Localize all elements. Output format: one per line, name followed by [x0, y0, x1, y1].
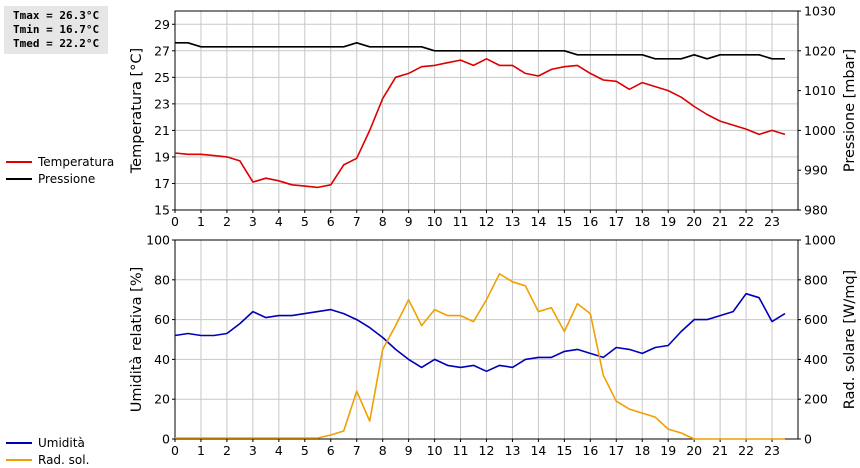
x-tick-label: 21: [712, 214, 728, 229]
x-tick-label: 6: [327, 214, 335, 229]
legend-label-temperatura: Temperatura: [38, 154, 115, 169]
x-tick-label: 4: [275, 214, 283, 229]
y-right-tick-label: 200: [804, 392, 828, 407]
x-tick-label: 16: [582, 443, 598, 458]
legend-item-pressione: Pressione: [6, 170, 114, 187]
x-tick-label: 9: [405, 443, 413, 458]
x-tick-label: 5: [301, 443, 309, 458]
y-right-tick-label: 0: [804, 432, 812, 447]
x-tick-label: 19: [660, 214, 676, 229]
legend-item-temperatura: Temperatura: [6, 153, 114, 170]
y-right-tick-label: 1030: [804, 4, 836, 19]
x-tick-label: 13: [505, 443, 521, 458]
y-right-tick-label: 990: [804, 163, 828, 178]
x-tick-label: 8: [379, 214, 387, 229]
x-tick-label: 0: [171, 214, 179, 229]
x-tick-label: 0: [171, 443, 179, 458]
y-left-tick-label: 25: [154, 70, 170, 85]
x-tick-label: 3: [249, 443, 257, 458]
x-tick-label: 22: [738, 214, 754, 229]
x-tick-label: 7: [353, 443, 361, 458]
y-left-tick-label: 17: [154, 176, 170, 191]
y-right-tick-label: 800: [804, 272, 828, 287]
x-tick-label: 15: [556, 443, 572, 458]
legend-swatch-pressione: [6, 177, 32, 180]
x-tick-label: 12: [479, 214, 495, 229]
series-line-rad-sol: [175, 272, 785, 440]
legend-swatch-umidita: [6, 441, 32, 444]
x-tick-label: 19: [660, 443, 676, 458]
x-tick-label: 11: [453, 443, 469, 458]
y-right-tick-label: 600: [804, 312, 828, 327]
y-left-tick-label: 19: [154, 149, 170, 164]
x-tick-label: 23: [764, 214, 780, 229]
x-tick-label: 12: [479, 443, 495, 458]
y-right-tick-label: 980: [804, 203, 828, 218]
x-tick-label: 9: [405, 214, 413, 229]
x-tick-label: 22: [738, 443, 754, 458]
y-left-tick-label: 29: [154, 17, 170, 32]
y-left-tick-label: 60: [154, 312, 170, 327]
y-left-tick-label: 21: [154, 123, 170, 138]
x-tick-label: 2: [223, 443, 231, 458]
x-tick-label: 18: [634, 214, 650, 229]
y-right-tick-label: 1000: [804, 233, 836, 248]
y-left-tick-label: 100: [146, 233, 170, 248]
x-tick-label: 1: [197, 443, 205, 458]
y-right-tick-label: 1020: [804, 43, 836, 58]
x-tick-label: 10: [427, 214, 443, 229]
legend-label-umidita: Umidità: [38, 435, 85, 450]
y-left-tick-label: 23: [154, 96, 170, 111]
legend-item-umidita: Umidità: [6, 434, 89, 451]
legend-swatch-temperatura: [6, 160, 32, 163]
y-left-tick-label: 15: [154, 203, 170, 218]
y-left-tick-label: 0: [162, 432, 170, 447]
x-tick-label: 17: [608, 443, 624, 458]
tmax-text: Tmax = 26.3°C: [13, 9, 100, 22]
y-right-tick-label: 400: [804, 352, 828, 367]
y-right-axis-title: Pressione [mbar]: [842, 49, 858, 172]
y-left-tick-label: 40: [154, 352, 170, 367]
series-line-umidit: [174, 292, 786, 373]
y-left-tick-label: 27: [154, 43, 170, 58]
x-tick-label: 21: [712, 443, 728, 458]
y-right-tick-label: 1000: [804, 123, 836, 138]
x-tick-label: 23: [764, 443, 780, 458]
x-tick-label: 20: [686, 443, 702, 458]
x-tick-label: 3: [249, 214, 257, 229]
x-tick-label: 13: [505, 214, 521, 229]
chart-top: 0 1 2 3 4 5 6 7 8 9 10 11 12 13 14 15 16 17 18 19 20 21 22 2315…: [129, 4, 858, 230]
y-right-axis-title: Rad. solare [W/mq]: [842, 270, 858, 409]
x-tick-label: 10: [427, 443, 443, 458]
x-tick-label: 7: [353, 214, 361, 229]
x-tick-label: 1: [197, 214, 205, 229]
y-right-tick-label: 1010: [804, 83, 836, 98]
x-tick-label: 14: [530, 443, 546, 458]
x-tick-label: 15: [556, 214, 572, 229]
x-tick-label: 18: [634, 443, 650, 458]
x-tick-label: 5: [301, 214, 309, 229]
x-tick-label: 14: [530, 214, 546, 229]
tmin-text: Tmin = 16.7°C: [13, 23, 100, 36]
legend-label-pressione: Pressione: [38, 171, 96, 186]
series-line-pressione: [175, 41, 785, 60]
tmed-text: Tmed = 22.2°C: [13, 37, 100, 50]
legend-top: Temperatura Pressione: [6, 153, 114, 187]
y-left-tick-label: 80: [154, 272, 170, 287]
y-left-axis-title: Temperatura [°C]: [129, 48, 145, 174]
x-tick-label: 16: [582, 214, 598, 229]
x-tick-label: 11: [453, 214, 469, 229]
y-left-axis-title: Umidità relativa [%]: [129, 267, 145, 413]
x-tick-label: 6: [327, 443, 335, 458]
series-line-temperatura: [174, 57, 786, 189]
x-tick-label: 20: [686, 214, 702, 229]
y-left-tick-label: 20: [154, 392, 170, 407]
x-tick-label: 4: [275, 443, 283, 458]
x-tick-label: 8: [379, 443, 387, 458]
chart-bottom: 0 1 2 3 4 5 6 7 8 9 10 11 12 13 14 15 16 17 18 19 20 21 22 2302…: [129, 233, 858, 459]
x-tick-label: 17: [608, 214, 624, 229]
x-tick-label: 2: [223, 214, 231, 229]
stats-box: Tmax = 26.3°C Tmin = 16.7°C Tmed = 22.2°C: [4, 6, 108, 54]
